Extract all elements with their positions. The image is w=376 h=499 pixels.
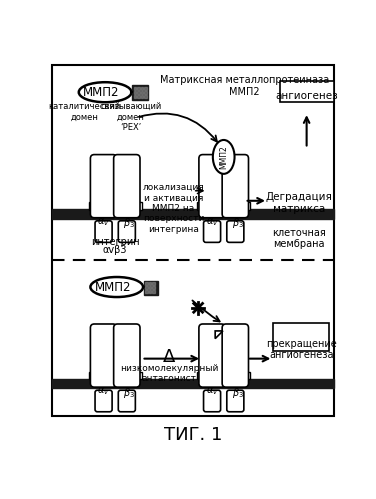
Text: ММП2: ММП2	[83, 86, 120, 99]
FancyBboxPatch shape	[199, 155, 225, 218]
Bar	[197, 202, 203, 210]
Text: локализация
и активация
ММП2 на
поверхности
интегрина: локализация и активация ММП2 на поверхно…	[143, 183, 204, 234]
Ellipse shape	[213, 140, 235, 174]
Bar	[152, 290, 155, 293]
Bar	[141, 95, 143, 98]
Bar	[89, 372, 95, 379]
FancyBboxPatch shape	[203, 221, 221, 243]
Bar	[146, 290, 148, 293]
Text: $\beta_3$: $\beta_3$	[123, 386, 135, 400]
Bar	[149, 282, 151, 285]
FancyBboxPatch shape	[222, 324, 249, 387]
Ellipse shape	[90, 277, 143, 297]
FancyBboxPatch shape	[95, 390, 112, 412]
Bar	[244, 372, 250, 379]
Text: Δ: Δ	[163, 348, 176, 366]
Bar	[197, 372, 203, 379]
Bar	[144, 91, 147, 94]
Bar	[144, 281, 158, 295]
Bar	[135, 372, 141, 379]
Text: клеточная
мембрана: клеточная мембрана	[272, 228, 326, 250]
Bar	[141, 87, 143, 90]
Bar	[144, 87, 147, 90]
Text: $\beta_3$: $\beta_3$	[232, 216, 244, 230]
Bar	[134, 95, 136, 98]
Text: ММП2: ММП2	[95, 280, 131, 293]
Bar	[146, 282, 148, 285]
FancyBboxPatch shape	[227, 390, 244, 412]
Bar	[216, 155, 232, 169]
Text: $\alpha_v$: $\alpha_v$	[206, 386, 218, 397]
Text: низкомолекулярный
антагонист: низкомолекулярный антагонист	[120, 364, 218, 383]
FancyBboxPatch shape	[118, 390, 135, 412]
Bar	[134, 87, 136, 90]
Text: прекращение
ангиогенеза: прекращение ангиогенеза	[266, 339, 337, 360]
FancyBboxPatch shape	[203, 390, 221, 412]
Text: $\alpha_v$: $\alpha_v$	[206, 216, 218, 228]
Bar	[152, 282, 155, 285]
FancyBboxPatch shape	[90, 324, 117, 387]
Text: αvβ3: αvβ3	[103, 245, 127, 254]
Text: ΤИГ. 1: ΤИГ. 1	[164, 426, 222, 444]
Text: каталитический
домен: каталитический домен	[48, 102, 120, 122]
Text: связывающий
домен
‘PEX’: связывающий домен ‘PEX’	[100, 102, 161, 132]
FancyBboxPatch shape	[118, 221, 135, 243]
Text: $\alpha_v$: $\alpha_v$	[97, 216, 110, 228]
Bar	[132, 84, 148, 100]
Bar	[141, 91, 143, 94]
FancyBboxPatch shape	[227, 221, 244, 243]
Text: Деградация
матрикса: Деградация матрикса	[265, 192, 332, 214]
Text: $\alpha_v$: $\alpha_v$	[97, 386, 110, 397]
Bar	[134, 91, 136, 94]
Text: интегрин: интегрин	[91, 237, 139, 247]
Bar	[149, 290, 151, 293]
Text: ММП2: ММП2	[219, 145, 228, 169]
FancyBboxPatch shape	[222, 155, 249, 218]
Bar	[137, 91, 139, 94]
Text: $\beta_3$: $\beta_3$	[232, 386, 244, 400]
FancyBboxPatch shape	[114, 155, 140, 218]
Bar	[137, 87, 139, 90]
FancyBboxPatch shape	[199, 324, 225, 387]
FancyBboxPatch shape	[90, 155, 117, 218]
Ellipse shape	[79, 82, 132, 102]
Bar	[137, 95, 139, 98]
Bar	[273, 323, 329, 351]
Bar	[146, 286, 148, 289]
Bar	[89, 202, 95, 210]
Text: Матриксная металлопротеиназа
ММП2: Матриксная металлопротеиназа ММП2	[160, 75, 329, 97]
Bar	[144, 95, 147, 98]
Text: ангиогенез: ангиогенез	[275, 91, 338, 101]
FancyBboxPatch shape	[114, 324, 140, 387]
Text: $\beta_3$: $\beta_3$	[123, 216, 135, 230]
Bar	[152, 286, 155, 289]
Bar	[149, 286, 151, 289]
FancyBboxPatch shape	[95, 221, 112, 243]
Bar	[244, 202, 250, 210]
Bar	[52, 209, 334, 219]
Bar	[279, 81, 334, 102]
Polygon shape	[215, 331, 223, 339]
Bar	[52, 379, 334, 388]
Bar	[135, 202, 141, 210]
